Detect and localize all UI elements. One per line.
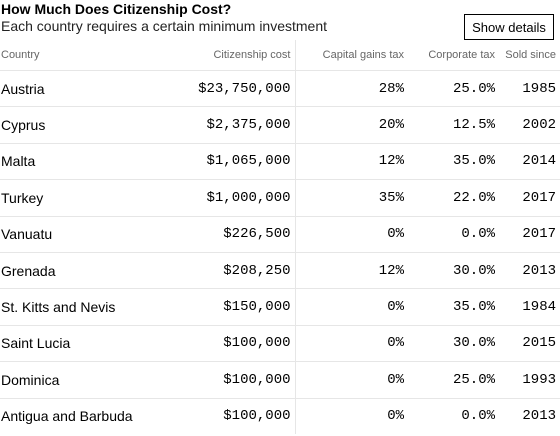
table-row: St. Kitts and Nevis $150,000 0% 35.0% 1984 bbox=[0, 288, 560, 326]
cell-citizenship-cost: $100,000 bbox=[154, 397, 296, 434]
cell-country: Grenada bbox=[0, 251, 154, 289]
cell-capital-gains-tax: 28% bbox=[295, 69, 408, 107]
cell-sold-since: 2017 bbox=[499, 215, 560, 253]
cell-sold-since: 2013 bbox=[499, 251, 560, 289]
column-header-sold-since[interactable]: Sold since bbox=[505, 49, 556, 61]
cell-corporate-tax: 22.0% bbox=[408, 179, 499, 217]
table-header-row: Country Citizenship cost Capital gains t… bbox=[0, 40, 560, 71]
cell-sold-since: 2013 bbox=[499, 397, 560, 434]
table-row: Austria $23,750,000 28% 25.0% 1985 bbox=[0, 69, 560, 107]
cell-country: Vanuatu bbox=[0, 215, 154, 253]
table-row: Turkey $1,000,000 35% 22.0% 2017 bbox=[0, 179, 560, 217]
cell-corporate-tax: 25.0% bbox=[408, 69, 499, 107]
citizenship-table: Country Citizenship cost Capital gains t… bbox=[0, 40, 560, 434]
cell-corporate-tax: 25.0% bbox=[408, 361, 499, 399]
cell-corporate-tax: 35.0% bbox=[408, 288, 499, 326]
table-row: Cyprus $2,375,000 20% 12.5% 2002 bbox=[0, 106, 560, 144]
cell-country: Antigua and Barbuda bbox=[0, 397, 154, 434]
table-row: Vanuatu $226,500 0% 0.0% 2017 bbox=[0, 215, 560, 253]
table-row: Antigua and Barbuda $100,000 0% 0.0% 2013 bbox=[0, 397, 560, 434]
column-header-corporate-tax[interactable]: Corporate tax bbox=[428, 49, 495, 61]
table-row: Dominica $100,000 0% 25.0% 1993 bbox=[0, 361, 560, 399]
table-row: Grenada $208,250 12% 30.0% 2013 bbox=[0, 251, 560, 289]
cell-capital-gains-tax: 0% bbox=[295, 361, 408, 399]
cell-sold-since: 2017 bbox=[499, 179, 560, 217]
cell-sold-since: 1985 bbox=[499, 69, 560, 107]
cell-corporate-tax: 0.0% bbox=[408, 397, 499, 434]
cell-citizenship-cost: $226,500 bbox=[154, 215, 296, 253]
cell-capital-gains-tax: 0% bbox=[295, 397, 408, 434]
cell-capital-gains-tax: 0% bbox=[295, 324, 408, 362]
cell-corporate-tax: 35.0% bbox=[408, 142, 499, 180]
cell-country: Cyprus bbox=[0, 106, 154, 144]
table-row: Saint Lucia $100,000 0% 30.0% 2015 bbox=[0, 324, 560, 362]
table-row: Malta $1,065,000 12% 35.0% 2014 bbox=[0, 142, 560, 180]
cell-sold-since: 2015 bbox=[499, 324, 560, 362]
cell-country: Austria bbox=[0, 69, 154, 107]
cell-capital-gains-tax: 12% bbox=[295, 251, 408, 289]
cell-citizenship-cost: $208,250 bbox=[154, 251, 296, 289]
cell-capital-gains-tax: 35% bbox=[295, 179, 408, 217]
cell-citizenship-cost: $150,000 bbox=[154, 288, 296, 326]
cell-corporate-tax: 30.0% bbox=[408, 251, 499, 289]
cell-citizenship-cost: $100,000 bbox=[154, 324, 296, 362]
column-header-country[interactable]: Country bbox=[1, 49, 40, 61]
cell-capital-gains-tax: 12% bbox=[295, 142, 408, 180]
page-subtitle: Each country requires a certain minimum … bbox=[1, 18, 328, 34]
show-details-button[interactable]: Show details bbox=[464, 14, 554, 40]
cell-country: Dominica bbox=[0, 361, 154, 399]
cell-citizenship-cost: $1,065,000 bbox=[154, 142, 296, 180]
cell-country: Saint Lucia bbox=[0, 324, 154, 362]
cell-country: Malta bbox=[0, 142, 154, 180]
page-title: How Much Does Citizenship Cost? bbox=[1, 1, 232, 17]
cell-capital-gains-tax: 20% bbox=[295, 106, 408, 144]
cell-capital-gains-tax: 0% bbox=[295, 288, 408, 326]
cell-country: St. Kitts and Nevis bbox=[0, 288, 154, 326]
cell-citizenship-cost: $1,000,000 bbox=[154, 179, 296, 217]
cell-corporate-tax: 12.5% bbox=[408, 106, 499, 144]
cell-citizenship-cost: $2,375,000 bbox=[154, 106, 296, 144]
cell-corporate-tax: 30.0% bbox=[408, 324, 499, 362]
cell-citizenship-cost: $23,750,000 bbox=[154, 69, 296, 107]
cell-country: Turkey bbox=[0, 179, 154, 217]
column-header-citizenship-cost[interactable]: Citizenship cost bbox=[154, 40, 296, 71]
cell-citizenship-cost: $100,000 bbox=[154, 361, 296, 399]
cell-sold-since: 1993 bbox=[499, 361, 560, 399]
cell-sold-since: 2014 bbox=[499, 142, 560, 180]
cell-corporate-tax: 0.0% bbox=[408, 215, 499, 253]
cell-sold-since: 2002 bbox=[499, 106, 560, 144]
column-header-capital-gains-tax[interactable]: Capital gains tax bbox=[322, 49, 404, 61]
cell-capital-gains-tax: 0% bbox=[295, 215, 408, 253]
cell-sold-since: 1984 bbox=[499, 288, 560, 326]
